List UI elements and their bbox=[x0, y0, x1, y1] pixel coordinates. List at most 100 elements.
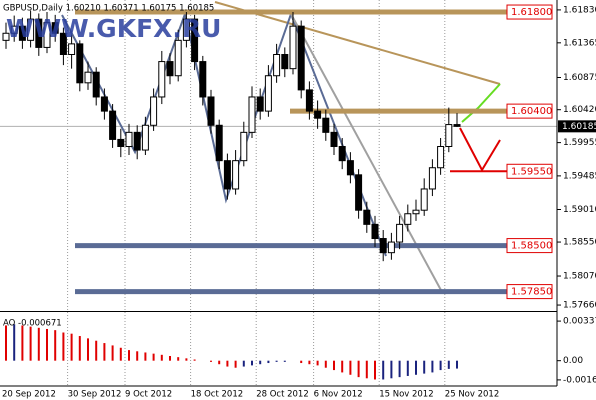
candle-body bbox=[223, 160, 231, 190]
y-tick-label: 1.60420 bbox=[563, 105, 596, 115]
x-tick-label: 15 Nov 2012 bbox=[379, 390, 433, 400]
candle-body bbox=[10, 25, 18, 34]
ao-tick-label: -0.001636 bbox=[563, 375, 596, 385]
candle-body bbox=[117, 138, 125, 148]
x-tick-label: 30 Sep 2012 bbox=[68, 390, 122, 400]
level-box bbox=[506, 103, 553, 119]
y-tick-label: 1.59010 bbox=[563, 205, 596, 215]
candle-body bbox=[371, 223, 379, 240]
candle-body bbox=[256, 96, 264, 112]
level-box bbox=[506, 238, 553, 254]
x-tick-label: 18 Oct 2012 bbox=[191, 390, 244, 400]
candle-body bbox=[346, 160, 354, 176]
level-label: 1.61800 bbox=[511, 7, 552, 18]
candle-body bbox=[232, 160, 240, 190]
zigzag-line bbox=[61, 10, 387, 257]
y-tick-label: 1.59955 bbox=[563, 138, 596, 148]
level-label: 1.60400 bbox=[511, 106, 552, 117]
forecast-up bbox=[461, 83, 501, 123]
y-tick-label: 1.59485 bbox=[563, 171, 596, 181]
level-label: 1.59550 bbox=[511, 166, 552, 177]
candle-body bbox=[420, 188, 428, 211]
candle-body bbox=[387, 241, 395, 254]
candle-body bbox=[109, 110, 117, 140]
trend-line bbox=[214, 1, 501, 85]
candle-body bbox=[330, 131, 338, 148]
y-tick-label: 1.60875 bbox=[563, 73, 596, 83]
candle-body bbox=[437, 146, 445, 169]
candle-body bbox=[322, 117, 330, 133]
grid-layer bbox=[0, 0, 557, 386]
candle-body bbox=[273, 53, 281, 77]
ao-title: AO -0.000671 bbox=[3, 319, 62, 329]
candle-body bbox=[191, 18, 199, 63]
candle-body bbox=[240, 131, 248, 162]
candle-body bbox=[35, 18, 43, 48]
candle-body bbox=[289, 25, 297, 70]
level-label: 1.58500 bbox=[511, 241, 552, 252]
candle-body bbox=[51, 22, 59, 34]
candle-body bbox=[68, 43, 76, 55]
candle-body bbox=[27, 18, 35, 41]
candle-body bbox=[141, 124, 149, 151]
level-label: 1.57850 bbox=[511, 287, 552, 298]
candle-body bbox=[199, 61, 207, 98]
candle-body bbox=[248, 96, 256, 133]
y-tick-label: 1.61830 bbox=[563, 5, 596, 15]
ao-tick-label: 0.00 bbox=[563, 356, 583, 366]
candle-body bbox=[281, 53, 289, 70]
candle-body bbox=[314, 110, 322, 119]
candle-body bbox=[76, 43, 84, 84]
candle-body bbox=[428, 167, 436, 190]
candle-body bbox=[125, 131, 133, 148]
y-tick-label: 1.61365 bbox=[563, 38, 596, 48]
candle-body bbox=[100, 96, 108, 112]
y-tick-label: 1.58550 bbox=[563, 238, 596, 248]
candle-body bbox=[363, 209, 371, 225]
y-tick-label: 1.58070 bbox=[563, 272, 596, 282]
candle-body bbox=[355, 174, 363, 211]
candle-body bbox=[18, 25, 26, 41]
candle-body bbox=[379, 238, 387, 254]
x-tick-label: 9 Oct 2012 bbox=[125, 390, 172, 400]
candle-body bbox=[207, 96, 215, 126]
candle-body bbox=[305, 89, 313, 112]
x-tick-label: 6 Nov 2012 bbox=[314, 390, 363, 400]
watermark: WWW.GKFX.RU bbox=[6, 14, 221, 43]
candles-layer bbox=[2, 10, 461, 380]
candle-body bbox=[43, 22, 51, 48]
current-price-box bbox=[558, 120, 596, 133]
candle-body bbox=[59, 32, 67, 55]
current-price-label: 1.60185 bbox=[562, 122, 596, 132]
candle-body bbox=[166, 61, 174, 77]
candle-body bbox=[297, 25, 305, 91]
candle-body bbox=[215, 124, 223, 162]
x-tick-label: 20 Sep 2012 bbox=[2, 390, 56, 400]
level-box bbox=[506, 4, 553, 20]
candle-body bbox=[338, 146, 346, 162]
candle-body bbox=[158, 61, 166, 98]
candle-body bbox=[174, 39, 182, 77]
candle-body bbox=[404, 213, 412, 225]
candle-body bbox=[2, 32, 10, 41]
level-box bbox=[506, 163, 553, 179]
level-box bbox=[506, 284, 553, 300]
candle-body bbox=[453, 124, 461, 127]
candle-body bbox=[84, 71, 92, 84]
candle-body bbox=[264, 75, 272, 112]
candle-body bbox=[396, 223, 404, 243]
chart-header: GBPUSD,Daily 1.60210 1.60371 1.60175 1.6… bbox=[3, 4, 214, 14]
x-tick-label: 25 Nov 2012 bbox=[445, 390, 499, 400]
candle-body bbox=[150, 96, 158, 126]
candle-body bbox=[182, 18, 190, 41]
forecast-down bbox=[459, 127, 501, 173]
candle-body bbox=[133, 131, 141, 151]
candle-body bbox=[92, 71, 100, 98]
axis-layer: 1.61830 1.61365 1.60875 1.60420 1.59955 1.594… bbox=[2, 5, 596, 400]
candle-body bbox=[445, 124, 453, 148]
candle-body bbox=[412, 209, 420, 215]
ao-tick-label: 0.003371 bbox=[563, 317, 596, 327]
x-tick-label: 28 Oct 2012 bbox=[256, 390, 309, 400]
